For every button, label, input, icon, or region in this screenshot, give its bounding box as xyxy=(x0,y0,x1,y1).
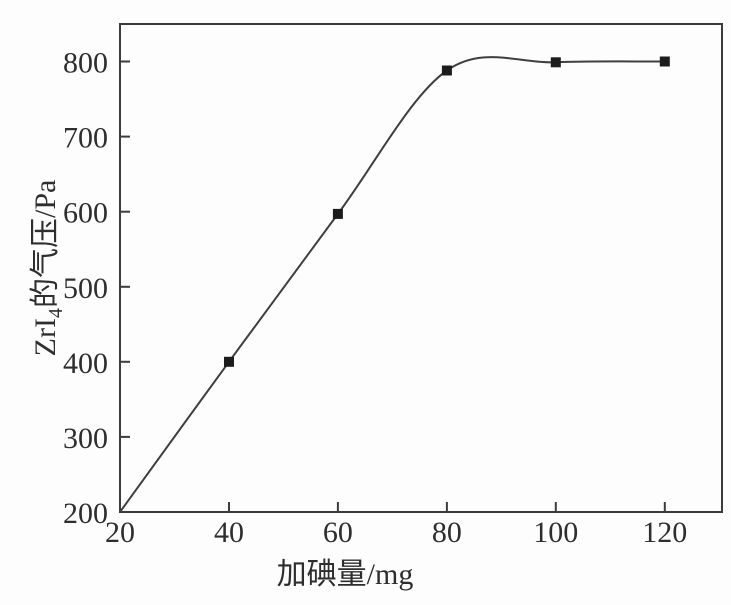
data-point-marker xyxy=(332,208,343,219)
y-tick-label: 200 xyxy=(63,497,108,530)
x-axis-label: 加碘量/mg xyxy=(276,558,414,591)
data-line xyxy=(119,56,665,513)
y-axis-label-formula: ZrI xyxy=(29,318,62,357)
y-tick-label: 500 xyxy=(63,272,108,305)
y-axis-label-unit: 的气压/Pa xyxy=(29,179,62,309)
data-point-marker xyxy=(224,356,234,367)
y-tick-label: 700 xyxy=(63,122,108,155)
x-tick-label: 60 xyxy=(323,516,353,549)
x-tick-label: 20 xyxy=(105,516,135,549)
x-tick-label: 100 xyxy=(533,516,578,549)
data-point-marker xyxy=(659,56,670,67)
y-tick-label: 400 xyxy=(63,347,108,380)
y-axis-label-subscript: 4 xyxy=(45,308,67,319)
data-point-marker xyxy=(441,65,452,76)
y-tick-label: 800 xyxy=(63,47,108,80)
plot-frame xyxy=(119,23,723,513)
data-point-marker xyxy=(550,57,561,68)
y-tick-label: 300 xyxy=(63,422,108,455)
x-tick-label: 40 xyxy=(214,516,244,549)
x-tick-label: 120 xyxy=(642,516,687,549)
y-tick-label: 600 xyxy=(63,197,108,230)
y-axis-label: ZrI4的气压/Pa xyxy=(20,180,68,357)
x-tick-label: 80 xyxy=(432,516,462,549)
